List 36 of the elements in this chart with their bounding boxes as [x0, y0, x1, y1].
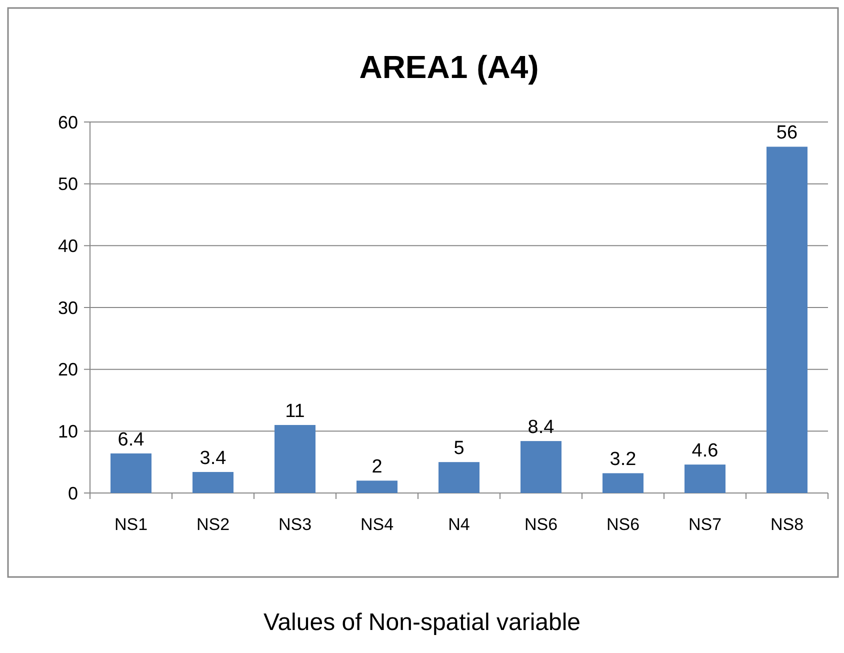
- bar: [110, 453, 152, 493]
- y-tick-label: 40: [58, 236, 78, 256]
- data-label: 8.4: [528, 417, 555, 438]
- bar: [438, 462, 480, 493]
- bar: [602, 473, 644, 493]
- x-tick-label: NS4: [360, 515, 394, 534]
- data-label: 3.2: [610, 449, 636, 470]
- x-tick-label: NS3: [278, 515, 312, 534]
- x-tick-label: NS8: [770, 515, 804, 534]
- x-tick-label: NS1: [114, 515, 148, 534]
- data-label: 6.4: [118, 429, 145, 450]
- bar: [684, 464, 726, 493]
- y-tick-label: 30: [58, 298, 78, 318]
- y-tick-label: 10: [58, 421, 78, 442]
- x-tick-label: NS2: [196, 515, 230, 534]
- y-tick-label: 0: [68, 483, 78, 504]
- y-tick-label: 60: [58, 112, 78, 132]
- y-tick-label: 20: [58, 360, 78, 380]
- bar: [274, 424, 316, 493]
- y-tick-label: 50: [58, 174, 78, 194]
- x-tick-label: NS6: [524, 515, 558, 534]
- bar: [356, 480, 398, 493]
- data-label: 2: [372, 456, 382, 478]
- x-tick-label: NS6: [606, 515, 640, 534]
- data-label: 3.4: [200, 448, 227, 469]
- x-tick-label: N4: [448, 515, 470, 534]
- data-label: 11: [285, 400, 305, 422]
- bar: [766, 146, 808, 493]
- data-label: 56: [776, 122, 798, 144]
- chart-title: AREA1 (A4): [359, 49, 539, 85]
- bar: [192, 472, 234, 493]
- data-label: 4.6: [692, 440, 718, 462]
- data-label: 5: [454, 438, 464, 460]
- x-axis-title: Values of Non-spatial variable: [263, 609, 581, 636]
- x-tick-label: NS7: [688, 515, 722, 534]
- bar: [520, 441, 562, 493]
